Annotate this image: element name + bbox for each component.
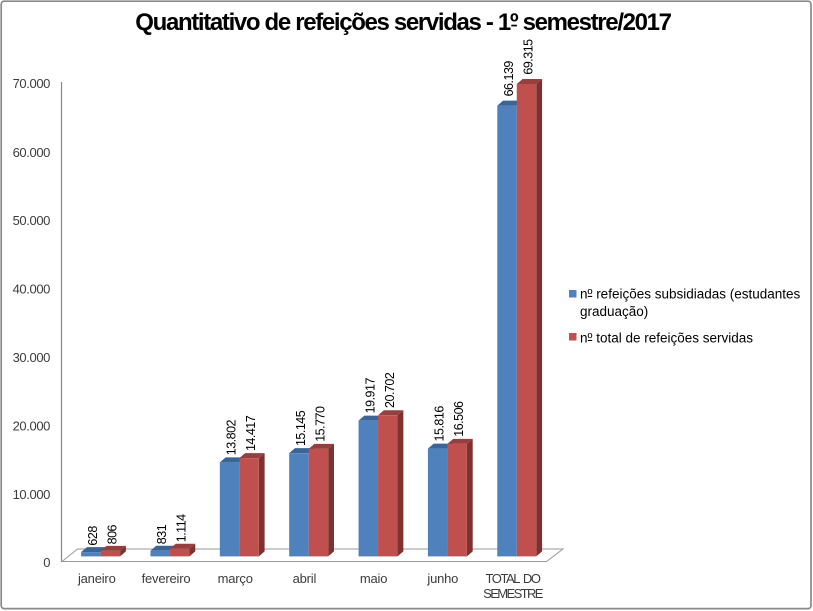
svg-text:janeiro: janeiro [77, 571, 116, 586]
svg-text:TOTAL DO: TOTAL DO [485, 571, 540, 586]
svg-text:806: 806 [105, 524, 119, 544]
svg-text:19.917: 19.917 [363, 378, 377, 414]
svg-text:nº refeições subsidiadas (estu: nº refeições subsidiadas (estudantes [580, 287, 801, 302]
svg-text:fevereiro: fevereiro [142, 571, 191, 586]
svg-text:graduação): graduação) [580, 304, 648, 319]
svg-text:maio: maio [360, 571, 387, 586]
svg-text:abril: abril [293, 571, 317, 586]
svg-text:14.417: 14.417 [244, 415, 258, 451]
svg-text:66.139: 66.139 [502, 61, 516, 97]
svg-text:20.000: 20.000 [13, 418, 51, 433]
svg-text:0: 0 [43, 555, 50, 570]
svg-text:nº total de refeições servidas: nº total de refeições servidas [580, 331, 753, 346]
svg-text:30.000: 30.000 [13, 350, 51, 365]
svg-text:15.145: 15.145 [294, 410, 308, 446]
svg-text:628: 628 [86, 526, 100, 546]
svg-text:15.816: 15.816 [433, 406, 447, 442]
svg-text:69.315: 69.315 [522, 39, 536, 75]
svg-text:Quantitativo de refeições serv: Quantitativo de refeições servidas - 1º … [135, 9, 671, 36]
svg-text:março: março [218, 571, 253, 586]
svg-text:831: 831 [155, 524, 169, 544]
svg-text:70.000: 70.000 [13, 76, 51, 91]
svg-text:40.000: 40.000 [13, 282, 51, 297]
svg-text:20.702: 20.702 [383, 372, 397, 408]
svg-text:SEMESTRE: SEMESTRE [483, 586, 544, 601]
svg-text:16.506: 16.506 [452, 401, 466, 437]
svg-text:13.802: 13.802 [225, 419, 239, 455]
svg-text:15.770: 15.770 [313, 406, 327, 442]
svg-text:10.000: 10.000 [13, 487, 51, 502]
svg-text:1.114: 1.114 [175, 514, 189, 542]
svg-text:junho: junho [426, 571, 458, 586]
svg-text:60.000: 60.000 [13, 145, 51, 160]
svg-text:50.000: 50.000 [13, 213, 51, 228]
